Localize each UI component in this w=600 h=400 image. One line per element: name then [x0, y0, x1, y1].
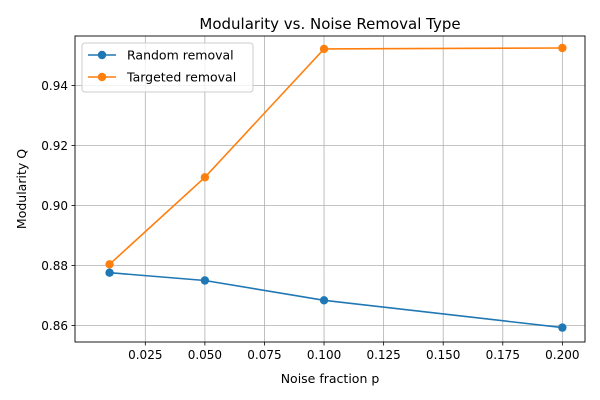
- data-point: [105, 260, 114, 269]
- x-tick-label: 0.150: [426, 348, 460, 362]
- x-tick-label: 0.100: [307, 348, 341, 362]
- x-tick-label: 0.075: [247, 348, 281, 362]
- data-point: [200, 276, 210, 285]
- plot-frame: [74, 35, 586, 343]
- x-tick-label: 0.050: [188, 348, 222, 362]
- x-axis: 0.025 0.050 0.075 0.100 0.125 0.150 0.175 0.200: [128, 342, 580, 362]
- x-tick-label: 0.025: [128, 348, 162, 362]
- x-tick-label: 0.200: [545, 348, 579, 362]
- data-point: [558, 43, 567, 53]
- legend-marker: [97, 50, 107, 60]
- y-axis: 0.86 0.88 0.90 0.92 0.94: [41, 79, 75, 333]
- y-tick-label: 0.90: [41, 199, 68, 213]
- legend-marker: [97, 72, 107, 82]
- y-tick-label: 0.92: [41, 139, 68, 153]
- y-tick-label: 0.88: [41, 259, 68, 273]
- series-line: [109, 47, 563, 265]
- data-point: [319, 44, 329, 54]
- data-point: [319, 296, 329, 305]
- y-tick-label: 0.94: [41, 79, 68, 93]
- y-tick-label: 0.86: [41, 319, 68, 333]
- x-tick-label: 0.175: [486, 348, 520, 362]
- data-point: [200, 173, 210, 182]
- data-point: [105, 268, 114, 277]
- series-line: [109, 271, 563, 329]
- chart-title: Modularity vs. Noise Removal Type: [199, 15, 460, 33]
- x-axis-label: Noise fraction p: [281, 371, 380, 386]
- legend-box: [81, 42, 254, 93]
- legend-label: Targeted removal: [126, 70, 236, 85]
- grid: [75, 36, 585, 342]
- data-point: [558, 323, 567, 332]
- series-layer: [105, 43, 567, 332]
- legend-label: Random removal: [127, 48, 234, 63]
- legend: Random removal Targeted removal: [81, 42, 254, 93]
- y-axis-label: Modularity Q: [14, 149, 29, 229]
- x-tick-label: 0.125: [366, 348, 400, 362]
